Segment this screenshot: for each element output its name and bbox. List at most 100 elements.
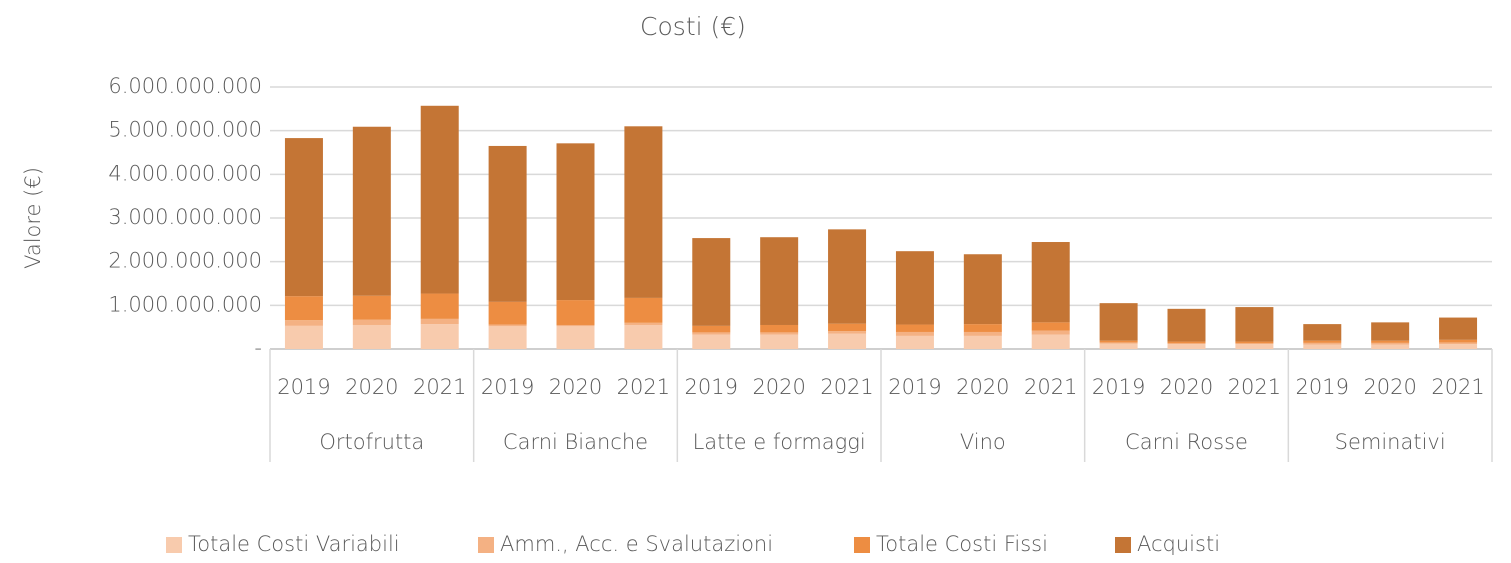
bar-segment (556, 324, 595, 327)
y-tick-label: - (254, 336, 262, 360)
bar-segment (1167, 344, 1206, 349)
bar-segment (556, 326, 595, 349)
bar-segment (1439, 317, 1478, 340)
legend-label: Totale Costi Fissi (876, 532, 1048, 556)
bar-segment (488, 324, 527, 327)
bar-segment (1303, 324, 1342, 341)
bar-segment (692, 332, 731, 335)
group-label: Seminativi (1335, 430, 1446, 454)
bar-segment (1303, 340, 1342, 343)
y-tick-label: 2.000.000.000 (108, 249, 262, 273)
bar-segment (828, 331, 867, 334)
bar-segment (420, 318, 459, 325)
bar-segment (963, 331, 1002, 336)
bar-segment (895, 331, 934, 336)
bar-segment (760, 334, 799, 349)
x-tick-label: 2021 (617, 375, 670, 399)
bar-segment (1439, 339, 1478, 343)
bar-segment (284, 325, 323, 349)
bar-segment (1031, 334, 1070, 349)
bar-segment (420, 105, 459, 294)
bar-segment (1371, 342, 1410, 345)
bar-segment (352, 319, 391, 325)
bar-segment (556, 300, 595, 325)
bar-segment (624, 126, 663, 298)
bar-segment (420, 324, 459, 349)
x-tick-label: 2019 (888, 375, 941, 399)
y-tick-label: 5.000.000.000 (108, 118, 262, 142)
bar-segment (828, 229, 867, 324)
bar-segment (1235, 307, 1274, 342)
bar-segment (1167, 341, 1206, 344)
bar-segment (1167, 308, 1206, 342)
x-tick-label: 2021 (1228, 375, 1281, 399)
bar-segment (488, 301, 527, 325)
bar-segment (1371, 340, 1410, 343)
bar-segment (1099, 343, 1138, 349)
bar-segment (895, 335, 934, 349)
bar-segment (692, 334, 731, 349)
bar-segment (352, 324, 391, 349)
x-tick-label: 2020 (549, 375, 602, 399)
x-tick-label: 2021 (1431, 375, 1484, 399)
x-tick-label: 2020 (752, 375, 805, 399)
bar-segment (1235, 344, 1274, 349)
bar-segment (1167, 343, 1206, 345)
x-tick-label: 2019 (1092, 375, 1145, 399)
bar-segment (1031, 330, 1070, 335)
x-tick-label: 2019 (1296, 375, 1349, 399)
group-label: Latte e formaggi (693, 430, 866, 454)
bar-segment (488, 326, 527, 349)
legend-label: Totale Costi Variabili (188, 532, 400, 556)
bar-segment (1371, 322, 1410, 341)
bar-segment (1099, 342, 1138, 344)
bar-segment (352, 295, 391, 320)
bar-segment (692, 238, 731, 326)
bar-segment (284, 320, 323, 326)
y-axis-label: Valore (€) (21, 167, 45, 269)
bar-segment (284, 138, 323, 297)
bar-segment (284, 296, 323, 321)
bar-segment (352, 126, 391, 296)
x-tick-label: 2021 (413, 375, 466, 399)
bar-segment (828, 333, 867, 349)
bar-segment (1371, 344, 1410, 349)
bar-segment (624, 324, 663, 349)
bar-segment (895, 324, 934, 332)
legend-swatch (166, 537, 182, 553)
y-tick-label: 6.000.000.000 (108, 74, 262, 98)
bar-segment (1031, 242, 1070, 323)
group-label: Ortofrutta (319, 430, 424, 454)
bar-segment (1439, 342, 1478, 345)
bar-segment (488, 145, 527, 302)
group-label: Carni Bianche (503, 430, 648, 454)
bar-segment (1439, 344, 1478, 349)
x-tick-label: 2020 (1160, 375, 1213, 399)
bar-segment (1235, 341, 1274, 344)
bar-segment (760, 237, 799, 325)
x-tick-label: 2021 (820, 375, 873, 399)
bar-segment (895, 251, 934, 325)
x-tick-label: 2019 (481, 375, 534, 399)
x-tick-label: 2020 (1363, 375, 1416, 399)
bar-segment (760, 324, 799, 333)
bar-segment (1235, 343, 1274, 345)
y-tick-label: 4.000.000.000 (108, 161, 262, 185)
legend-swatch (1115, 537, 1131, 553)
y-tick-label: 3.000.000.000 (108, 205, 262, 229)
x-tick-label: 2021 (1024, 375, 1077, 399)
bar-segment (760, 332, 799, 335)
bar-segment (963, 335, 1002, 349)
x-tick-label: 2020 (956, 375, 1009, 399)
bar-segment (1099, 340, 1138, 343)
group-label: Carni Rosse (1125, 430, 1248, 454)
legend-label: Amm., Acc. e Svalutazioni (500, 532, 773, 556)
bar-segment (963, 254, 1002, 325)
bar-segment (624, 322, 663, 325)
bar-segment (1303, 344, 1342, 349)
bar-segment (624, 297, 663, 323)
bar-segment (1099, 303, 1138, 341)
x-tick-label: 2019 (277, 375, 330, 399)
bar-segment (1303, 342, 1342, 345)
